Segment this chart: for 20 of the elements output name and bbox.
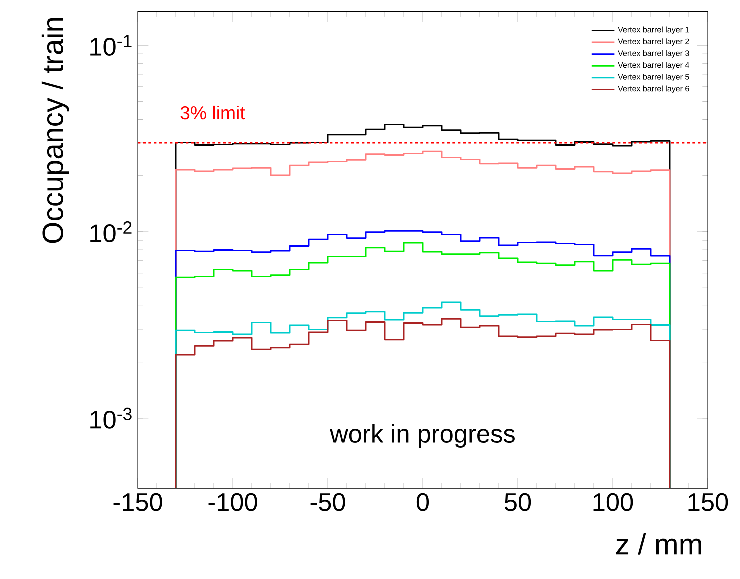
y-tick-label: 10$^{-3}$ (90, 408, 132, 430)
y-axis-title: Occupancy / train (42, 18, 70, 244)
x-tick-label: -100 (208, 494, 258, 512)
x-axis-title: z / mm (616, 534, 702, 556)
x-tick-label: 0 (416, 494, 430, 512)
x-tick-label: 100 (594, 494, 634, 512)
x-tick-label: 50 (504, 494, 532, 512)
legend-label: Vertex barrel layer 6 (618, 86, 690, 94)
y-tick-label: 10$^{-1}$ (90, 35, 132, 56)
x-tick-label: -150 (114, 494, 162, 512)
ref-line-label: 3% limit (180, 106, 246, 120)
legend-label: Vertex barrel layer 3 (618, 50, 690, 58)
legend-label: Vertex barrel layer 4 (618, 62, 690, 70)
x-tick-label: -50 (310, 494, 346, 512)
legend-label: Vertex barrel layer 1 (618, 26, 690, 34)
x-tick-label: 150 (688, 494, 728, 512)
legend-label: Vertex barrel layer 5 (618, 74, 690, 82)
annotation: work in progress (330, 424, 515, 448)
legend-label: Vertex barrel layer 2 (618, 38, 690, 46)
y-tick-label: 10$^{-2}$ (90, 222, 132, 243)
